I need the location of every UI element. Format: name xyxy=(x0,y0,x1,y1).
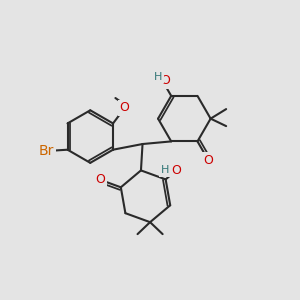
Text: O: O xyxy=(204,154,214,167)
Text: O: O xyxy=(160,74,170,87)
Text: Br: Br xyxy=(39,144,54,158)
Text: O: O xyxy=(95,173,105,186)
Text: H: H xyxy=(154,72,162,82)
Text: O: O xyxy=(119,101,129,114)
Text: O: O xyxy=(172,164,182,177)
Text: H: H xyxy=(161,165,169,175)
